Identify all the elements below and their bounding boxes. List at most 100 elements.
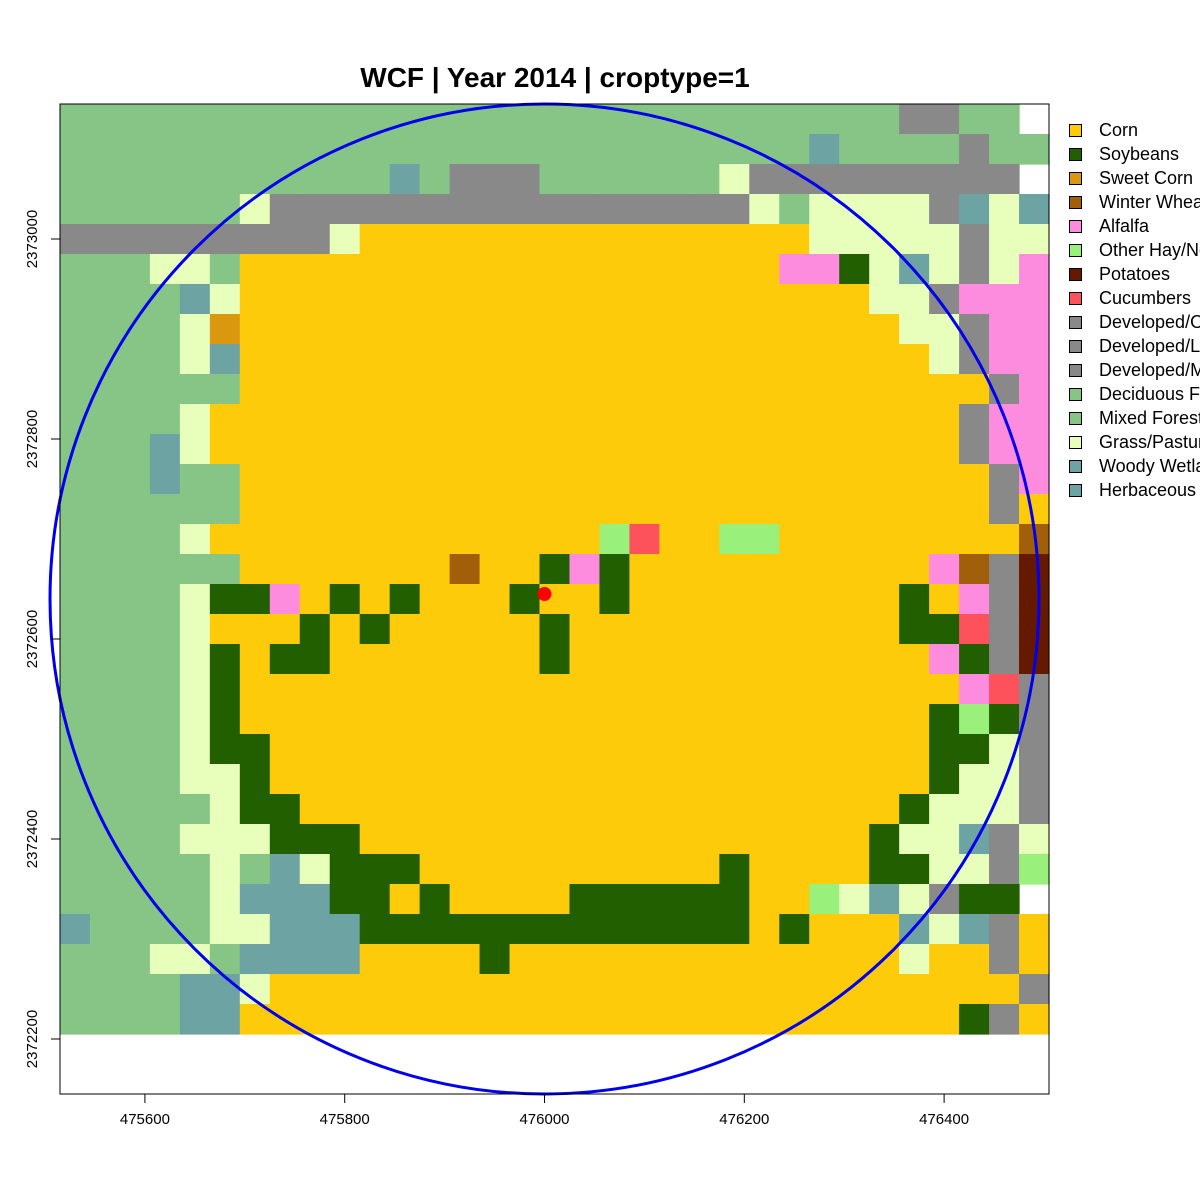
raster-cell [599,464,631,495]
raster-cell [989,314,1020,345]
raster-cell [239,914,271,945]
raster-cell [539,314,571,345]
legend-label: Woody Wetlands [1099,455,1200,476]
x-tick-label: 475800 [319,1111,370,1128]
raster-cell [119,914,151,945]
raster-cell [1019,224,1050,255]
raster-cell [689,974,720,1005]
raster-cell [599,224,631,255]
raster-cell [269,434,301,465]
raster-cell [449,314,481,345]
raster-cell [629,794,660,825]
raster-cell [89,164,121,195]
raster-cell [60,164,91,195]
raster-cell [689,674,720,705]
raster-cell [479,674,511,705]
raster-cell [869,704,900,735]
raster-cell [629,104,660,135]
raster-cell [659,284,690,315]
raster-cell [389,614,421,645]
raster-cell [239,554,271,585]
raster-cell [989,854,1020,885]
raster-cell [179,494,211,525]
raster-cell [539,464,571,495]
raster-cell [749,944,780,975]
raster-cell [569,764,601,795]
raster-cell [239,854,271,885]
raster-cell [539,644,571,675]
raster-cell [449,284,481,315]
legend-swatch [1069,195,1082,209]
raster-cell [60,134,91,165]
raster-cell [779,224,810,255]
raster-cell [329,674,361,705]
raster-cell [329,914,361,945]
raster-cell [389,464,421,495]
raster-cell [569,884,601,915]
raster-cell [569,314,601,345]
raster-cell [89,584,121,615]
raster-cell [359,974,391,1005]
plot-frame [59,103,1050,1095]
raster-cell [989,974,1020,1005]
raster-cell [89,764,121,795]
raster-cell [389,524,421,555]
raster-cell [89,704,121,735]
raster-cell [629,854,660,885]
raster-cell [359,314,391,345]
raster-cell [329,374,361,405]
raster-cell [209,134,241,165]
raster-cell [60,284,91,315]
raster-cell [689,854,720,885]
raster-cell [839,674,870,705]
legend-item: Deciduous Forest [1062,382,1200,406]
raster-cell [719,374,750,405]
raster-cell [629,224,660,255]
raster-cell [509,584,541,615]
raster-cell [359,524,391,555]
raster-cell [569,104,601,135]
raster-cell [89,944,121,975]
raster-cell [569,974,601,1005]
raster-cell [659,554,690,585]
raster-cell [749,464,780,495]
raster-cell [509,884,541,915]
raster-cell [89,464,121,495]
raster-cell [359,914,391,945]
raster-cell [719,1004,750,1035]
raster-cell [929,314,960,345]
raster-cell [869,644,900,675]
raster-cell [929,734,960,765]
raster-cell [389,344,421,375]
raster-cell [899,224,930,255]
raster-cell [779,764,810,795]
raster-cell [179,824,211,855]
raster-cell [329,974,361,1005]
raster-cell [539,254,571,285]
raster-cell [629,554,660,585]
raster-cell [449,674,481,705]
raster-cell [959,644,990,675]
raster-cell [479,434,511,465]
raster-cell [779,104,810,135]
raster-cell [419,404,451,435]
map-title: WCF | Year 2014 | croptype=1 [360,62,750,93]
raster-cell [60,944,91,975]
raster-cell [989,374,1020,405]
raster-cell [119,494,151,525]
raster-cell [329,944,361,975]
raster-cell [239,764,271,795]
raster-cell [60,614,91,645]
raster-cell [659,734,690,765]
raster-cell [839,164,870,195]
legend-swatch [1069,315,1082,329]
raster-cell [689,224,720,255]
raster-cell [629,404,660,435]
raster-cell [89,644,121,675]
raster-cell [449,494,481,525]
raster-cell [959,464,990,495]
raster-cell [119,404,151,435]
raster-cell [749,224,780,255]
raster-cell [539,374,571,405]
raster-cell [389,254,421,285]
